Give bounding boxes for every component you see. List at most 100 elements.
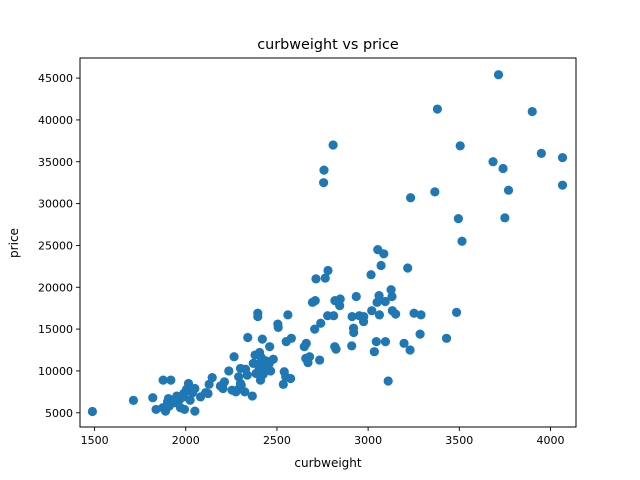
data-point [128,395,139,405]
y-tick-label: 45000 [38,72,73,85]
data-point [374,310,385,320]
x-axis-label: curbweight [294,456,362,470]
data-point [349,327,359,338]
data-point [243,332,253,343]
y-tick-label: 10000 [38,365,73,378]
data-point [415,329,425,339]
data-point [87,406,97,417]
x-tick-label: 2500 [263,434,291,447]
data-point [453,214,463,224]
x-tick-label: 4000 [536,434,564,447]
data-point [409,308,419,318]
data-point [166,375,176,385]
data-point [185,395,195,405]
data-point [224,366,234,376]
x-tick-label: 1500 [81,434,109,447]
data-point [557,180,568,190]
y-tick-label: 20000 [38,281,73,294]
data-point [190,406,200,416]
data-point [380,296,390,307]
data-point [536,148,546,158]
data-point [359,311,369,322]
data-point [229,352,239,362]
y-axis-ticks: 5000 10000 15000 20000 25000 30000 35000 40000 4… [38,72,80,420]
y-tick-label: 40000 [38,114,73,127]
data-point [236,380,246,390]
data-point [278,379,288,389]
y-axis-label: price [7,228,21,258]
data-point [319,178,329,188]
data-point [219,377,230,387]
data-point [369,347,379,357]
data-point [347,341,357,351]
data-point [376,260,386,271]
data-point [488,157,498,167]
data-point [323,265,333,276]
data-point [328,140,338,150]
data-point [493,70,504,80]
y-tick-label: 15000 [38,323,73,336]
data-point [380,337,391,347]
data-point [315,355,325,365]
data-point [158,375,168,385]
data-point [253,311,263,322]
data-point [190,383,200,394]
data-point [257,334,267,344]
x-tick-label: 2000 [172,434,200,447]
data-point [286,373,296,384]
data-point [374,291,384,301]
plot-frame [79,57,577,428]
data-point [351,291,361,302]
data-point [304,352,315,362]
data-point [430,187,440,197]
data-point [310,324,320,334]
data-point [148,393,158,403]
data-point [320,273,330,283]
data-point [441,333,452,343]
data-point [268,354,278,364]
data-point [527,106,537,117]
data-point [500,213,510,223]
data-point [203,388,213,399]
data-point [301,338,311,348]
x-axis-ticks: 1500 2000 2500 3000 3500 4000 [81,427,564,447]
data-point [316,318,326,328]
data-point [387,291,397,302]
data-point [283,310,293,320]
data-point [273,322,283,333]
data-point [371,337,381,347]
data-point [347,311,357,322]
y-tick-label: 30000 [38,198,73,211]
data-point [179,404,190,415]
data-point [207,373,217,383]
y-tick-label: 35000 [38,156,73,169]
data-point [265,366,276,376]
x-tick-label: 3000 [354,434,382,447]
data-point [242,370,252,380]
data-point [286,333,296,343]
y-tick-label: 5000 [45,407,73,420]
chart-title: curbweight vs price [257,37,399,53]
data-point [335,301,345,311]
data-point [329,311,339,321]
data-point [405,345,415,355]
data-point [391,309,401,319]
data-point [335,294,345,304]
data-point [331,344,341,354]
data-point [379,249,389,259]
data-point [416,310,426,320]
data-point [455,141,465,151]
data-point [386,285,396,295]
data-point [366,270,376,280]
data-point [403,263,413,273]
data-points [87,70,568,417]
data-point [498,163,508,174]
data-point [265,342,275,352]
data-point [457,236,467,246]
data-point [247,391,257,401]
data-point [432,104,443,114]
plot-area [80,58,576,427]
data-point [557,152,568,163]
data-point [258,369,268,379]
